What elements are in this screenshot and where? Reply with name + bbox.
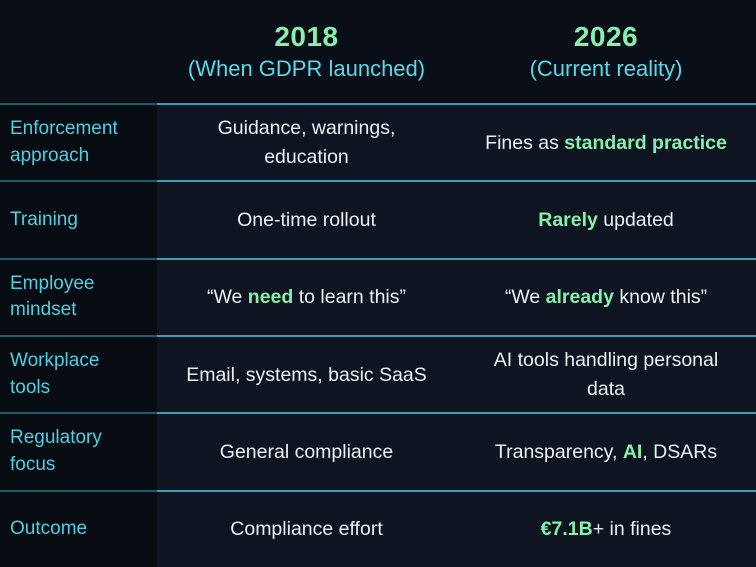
text-segment: Email, systems, basic SaaS bbox=[186, 363, 427, 386]
header-year-2018: 2018 bbox=[274, 21, 339, 52]
text-segment: know this” bbox=[613, 286, 708, 309]
row-label: Outcome bbox=[0, 489, 157, 567]
cell-2026: Fines as standard practice bbox=[456, 103, 756, 181]
cell-2018: One-time rollout bbox=[157, 180, 456, 258]
header-subtitle-2018: (When GDPR launched) bbox=[187, 56, 426, 81]
highlight-text: €7.1B bbox=[540, 518, 593, 541]
text-segment: , DSARs bbox=[642, 440, 718, 463]
cell-text: Transparency, AI, DSARs bbox=[495, 438, 717, 466]
cell-text: One-time rollout bbox=[237, 206, 376, 234]
cell-text: Guidance, warnings, education bbox=[183, 114, 430, 171]
text-segment: + in fines bbox=[592, 518, 672, 541]
text-segment: Transparency, bbox=[494, 440, 623, 463]
cell-2018: Guidance, warnings, education bbox=[157, 103, 456, 181]
highlight-text: already bbox=[545, 286, 614, 309]
cell-2026: Rarely updated bbox=[456, 180, 756, 258]
highlight-text: Rarely bbox=[538, 208, 598, 231]
cell-2026: €7.1B+ in fines bbox=[456, 489, 756, 567]
header-corner bbox=[0, 0, 157, 103]
cell-2018: “We need to learn this” bbox=[157, 257, 456, 335]
highlight-text: standard practice bbox=[564, 131, 727, 154]
cell-text: General compliance bbox=[220, 438, 393, 466]
cell-text: Rarely updated bbox=[538, 206, 674, 234]
text-segment: One-time rollout bbox=[237, 208, 376, 231]
header-year-2026: 2026 bbox=[573, 21, 639, 52]
text-segment: Fines as bbox=[485, 131, 565, 154]
highlight-text: AI bbox=[622, 440, 643, 463]
header-col-2026: 2026 (Current reality) bbox=[456, 0, 756, 103]
row-label: Workplace tools bbox=[0, 335, 157, 413]
text-segment: General compliance bbox=[219, 440, 394, 463]
cell-2026: Transparency, AI, DSARs bbox=[456, 412, 756, 490]
row-label: Regulatory focus bbox=[0, 412, 157, 490]
cell-text: “We need to learn this” bbox=[207, 283, 406, 311]
cell-2026: “We already know this” bbox=[456, 257, 756, 335]
cell-text: Email, systems, basic SaaS bbox=[186, 361, 427, 389]
row-label: Employee mindset bbox=[0, 257, 157, 335]
cell-text: “We already know this” bbox=[505, 283, 707, 311]
cell-2026: AI tools handling personal data bbox=[456, 335, 756, 413]
header-subtitle-2026: (Current reality) bbox=[529, 56, 683, 81]
header-col-2018: 2018 (When GDPR launched) bbox=[157, 0, 456, 103]
cell-text: €7.1B+ in fines bbox=[541, 515, 672, 543]
text-segment: updated bbox=[597, 208, 674, 231]
cell-2018: Email, systems, basic SaaS bbox=[157, 335, 456, 413]
cell-2018: Compliance effort bbox=[157, 489, 456, 567]
text-segment: Guidance, warnings, education bbox=[217, 117, 396, 168]
row-label: Enforcement approach bbox=[0, 103, 157, 181]
highlight-text: need bbox=[247, 286, 294, 309]
cell-text: Fines as standard practice bbox=[485, 129, 727, 157]
cell-2018: General compliance bbox=[157, 412, 456, 490]
row-label: Training bbox=[0, 180, 157, 258]
cell-text: AI tools handling personal data bbox=[482, 346, 730, 403]
text-segment: “We bbox=[206, 286, 248, 309]
cell-text: Compliance effort bbox=[230, 515, 382, 543]
text-segment: to learn this” bbox=[293, 286, 407, 309]
text-segment: “We bbox=[504, 286, 546, 309]
text-segment: AI tools handling personal data bbox=[493, 349, 719, 400]
text-segment: Compliance effort bbox=[230, 518, 383, 541]
